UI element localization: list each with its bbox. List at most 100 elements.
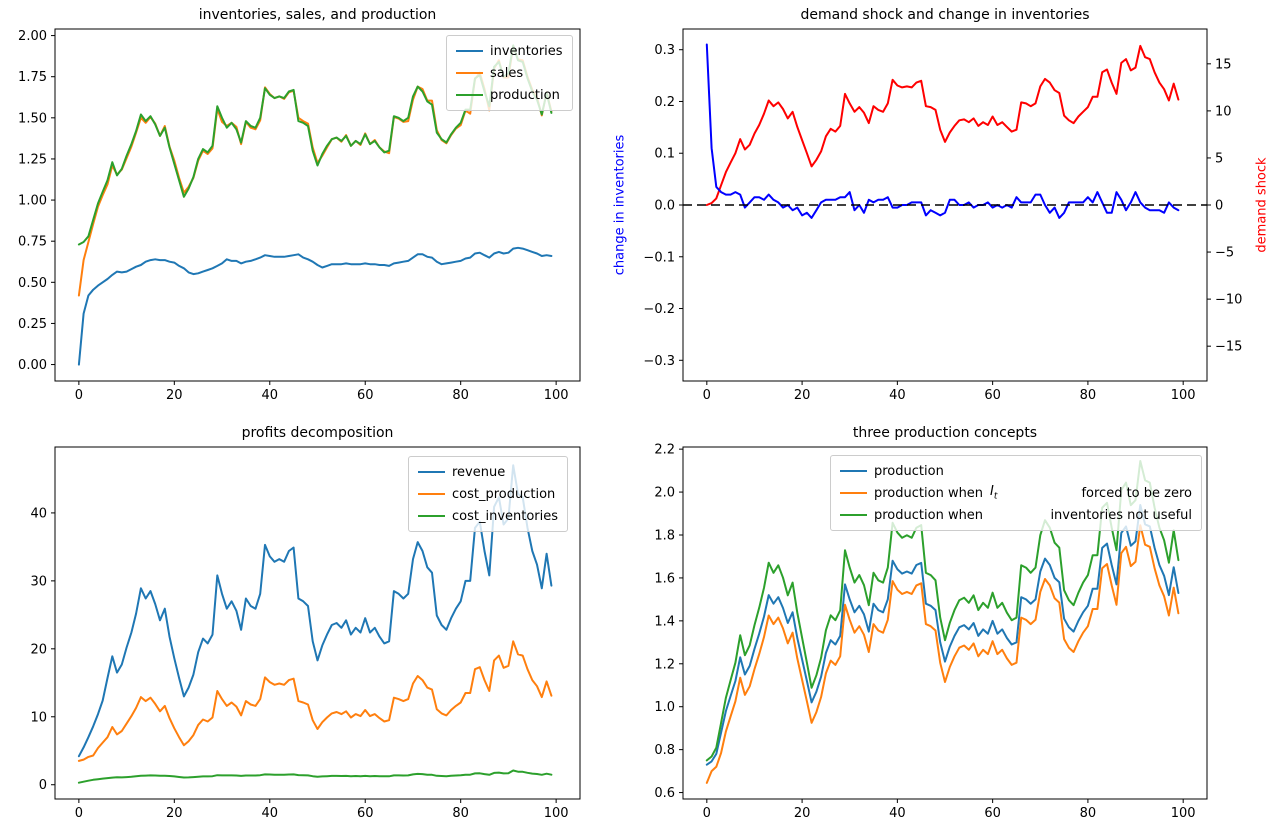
legend-line-swatch — [418, 470, 445, 474]
svg-text:1.50: 1.50 — [18, 111, 47, 126]
svg-text:1.8: 1.8 — [654, 529, 675, 544]
svg-text:60: 60 — [984, 388, 1001, 403]
svg-text:0: 0 — [75, 388, 83, 403]
svg-text:0.8: 0.8 — [654, 743, 675, 758]
panel3-title: profits decomposition — [241, 425, 394, 441]
svg-text:10: 10 — [30, 710, 47, 725]
svg-text:20: 20 — [166, 388, 183, 403]
svg-text:40: 40 — [261, 388, 278, 403]
legend-label: cost_production — [452, 486, 556, 502]
panel1-title: inventories, sales, and production — [198, 7, 437, 23]
svg-text:0.75: 0.75 — [18, 235, 47, 250]
svg-text:0.2: 0.2 — [654, 95, 675, 110]
svg-text:80: 80 — [452, 806, 469, 821]
math-symbol-I-t: It — [990, 484, 998, 502]
legend-label: revenue — [452, 464, 506, 480]
y-axis-label-demand-shock: demand shock — [1254, 157, 1270, 253]
svg-text:1.4: 1.4 — [654, 614, 675, 629]
legend-item-sales: sales — [456, 62, 563, 84]
legend-label-right: inventories not useful — [1050, 507, 1192, 523]
legend-line-swatch — [418, 492, 445, 496]
svg-text:30: 30 — [30, 574, 47, 589]
svg-text:40: 40 — [889, 806, 906, 821]
svg-text:−0.3: −0.3 — [643, 354, 675, 369]
svg-text:60: 60 — [357, 388, 374, 403]
svg-text:−5: −5 — [1215, 246, 1234, 261]
svg-text:0.25: 0.25 — [18, 317, 47, 332]
svg-text:20: 20 — [30, 642, 47, 657]
legend-item-inventories: inventories — [456, 40, 563, 62]
legend-panel3: revenue cost_production cost_inventories — [408, 456, 569, 532]
svg-text:20: 20 — [166, 806, 183, 821]
svg-text:1.75: 1.75 — [18, 70, 47, 85]
svg-text:0: 0 — [39, 778, 47, 793]
svg-text:40: 40 — [261, 806, 278, 821]
svg-text:1.6: 1.6 — [654, 571, 675, 586]
svg-text:0.6: 0.6 — [654, 786, 675, 801]
legend-item-revenue: revenue — [418, 461, 558, 483]
legend-item-production: production — [456, 84, 563, 106]
legend-label: production — [490, 87, 560, 103]
legend-panel4: production production when It forced to … — [830, 455, 1202, 531]
legend-label: production — [874, 463, 944, 479]
svg-text:1.00: 1.00 — [18, 194, 47, 209]
legend-line-swatch — [456, 49, 483, 53]
panel4-title: three production concepts — [852, 425, 1038, 441]
svg-text:−15: −15 — [1215, 340, 1242, 355]
svg-text:1.2: 1.2 — [654, 657, 675, 672]
legend-label: inventories — [490, 43, 563, 59]
svg-text:0: 0 — [1215, 199, 1223, 214]
svg-text:60: 60 — [357, 806, 374, 821]
svg-text:60: 60 — [984, 806, 1001, 821]
svg-text:40: 40 — [30, 506, 47, 521]
svg-text:0.00: 0.00 — [18, 358, 47, 373]
legend-label: production when — [874, 507, 984, 523]
svg-text:0.0: 0.0 — [654, 199, 675, 214]
legend-label: cost_inventories — [452, 508, 559, 524]
svg-text:0.3: 0.3 — [654, 43, 675, 58]
svg-text:−10: −10 — [1215, 293, 1242, 308]
svg-text:80: 80 — [1080, 806, 1097, 821]
svg-text:40: 40 — [889, 388, 906, 403]
svg-text:2.00: 2.00 — [18, 29, 47, 44]
svg-text:−0.1: −0.1 — [643, 250, 675, 265]
legend-item-production-forced-zero: production when It forced to be zero — [840, 482, 1192, 504]
legend-item-production-inventories-not-useful: production when inventories not useful — [840, 504, 1192, 526]
legend-label-right: forced to be zero — [1081, 485, 1192, 501]
legend-label: production when — [874, 485, 984, 501]
svg-text:5: 5 — [1215, 151, 1223, 166]
legend-line-swatch — [840, 491, 867, 495]
legend-line-swatch — [456, 93, 483, 97]
svg-text:1.25: 1.25 — [18, 152, 47, 167]
svg-text:20: 20 — [794, 806, 811, 821]
y-axis-label-change-in-inventories: change in inventories — [612, 134, 628, 276]
svg-text:0: 0 — [703, 806, 711, 821]
svg-text:80: 80 — [452, 388, 469, 403]
svg-text:0.1: 0.1 — [654, 147, 675, 162]
svg-text:−0.2: −0.2 — [643, 302, 675, 317]
svg-text:20: 20 — [794, 388, 811, 403]
svg-text:0: 0 — [75, 806, 83, 821]
legend-line-swatch — [456, 71, 483, 75]
legend-line-swatch — [418, 514, 445, 518]
svg-text:10: 10 — [1215, 104, 1232, 119]
svg-text:15: 15 — [1215, 57, 1232, 72]
legend-line-swatch — [840, 469, 867, 473]
svg-text:100: 100 — [1171, 388, 1196, 403]
legend-item-cost-production: cost_production — [418, 483, 558, 505]
legend-panel1: inventories sales production — [446, 35, 573, 111]
svg-text:100: 100 — [1171, 806, 1196, 821]
legend-item-cost-inventories: cost_inventories — [418, 505, 558, 527]
legend-item-production: production — [840, 460, 1192, 482]
svg-text:0: 0 — [703, 388, 711, 403]
legend-line-swatch — [840, 513, 867, 517]
svg-text:100: 100 — [544, 806, 569, 821]
legend-label: sales — [490, 65, 524, 81]
svg-text:1.0: 1.0 — [654, 700, 675, 715]
svg-text:80: 80 — [1080, 388, 1097, 403]
svg-text:0.50: 0.50 — [18, 276, 47, 291]
svg-text:2.0: 2.0 — [654, 486, 675, 501]
svg-text:2.2: 2.2 — [654, 443, 675, 458]
